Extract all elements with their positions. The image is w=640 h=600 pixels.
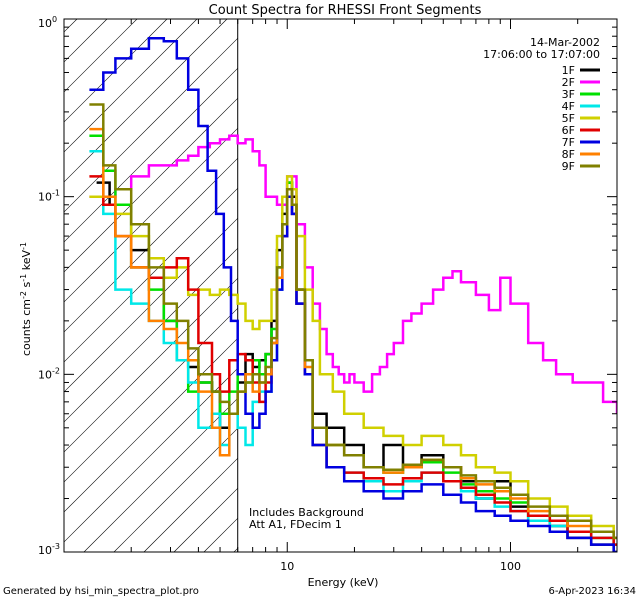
series-layer — [89, 36, 617, 552]
svg-text:10-3: 10-3 — [38, 542, 60, 557]
legend-label-9f: 9F — [562, 160, 575, 173]
observation-date: 14-Mar-2002 — [530, 36, 600, 49]
observation-time-range: 17:06:00 to 17:07:00 — [483, 48, 600, 61]
y-tick-label-1e0: 100 — [38, 15, 57, 30]
legend-label-1f: 1F — [562, 64, 575, 77]
generation-timestamp: 6-Apr-2023 16:34 — [549, 586, 636, 597]
chart-title: Count Spectra for RHESSI Front Segments — [209, 3, 482, 18]
legend-label-2f: 2F — [562, 76, 575, 89]
x-tick-label-100: 100 — [500, 560, 521, 573]
svg-text:100: 100 — [38, 15, 57, 30]
axis-ticks — [63, 18, 618, 553]
generated-by-note: Generated by hsi_min_spectra_plot.pro — [3, 586, 199, 597]
svg-text:10-1: 10-1 — [38, 189, 60, 204]
series-line-2f — [89, 134, 617, 414]
legend-label-5f: 5F — [562, 112, 575, 125]
legend-label-7f: 7F — [562, 136, 575, 149]
x-axis-label: Energy (keV) — [308, 576, 379, 589]
x-tick-label-10: 10 — [280, 560, 294, 573]
svg-text:10-2: 10-2 — [38, 366, 60, 381]
legend-label-3f: 3F — [562, 88, 575, 101]
series-line-9f — [89, 103, 617, 540]
attenuator-note: Att A1, FDecim 1 — [249, 518, 342, 531]
plot-frame — [63, 18, 618, 553]
legend-label-8f: 8F — [562, 148, 575, 161]
y-axis-label: counts cm-2 s-1 keV-1 — [19, 242, 33, 356]
legend-label-4f: 4F — [562, 100, 575, 113]
y-tick-label-1e-1: 10-1 — [38, 189, 60, 204]
legend-label-6f: 6F — [562, 124, 575, 137]
y-tick-label-1e-2: 10-2 — [38, 366, 60, 381]
background-note: Includes Background — [249, 506, 364, 519]
y-tick-label-1e-3: 10-3 — [38, 542, 60, 557]
